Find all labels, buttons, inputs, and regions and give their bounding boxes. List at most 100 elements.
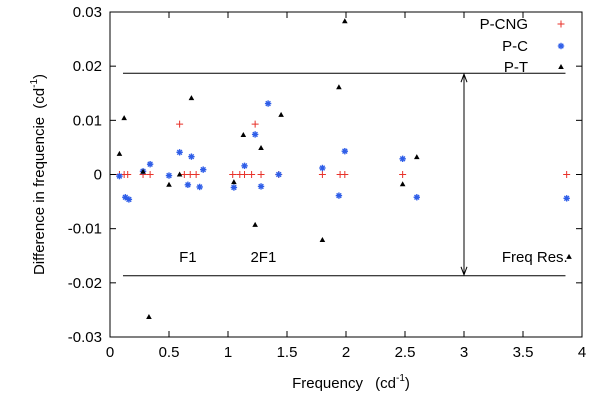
data-point: [248, 171, 256, 178]
data-point: [241, 171, 249, 178]
annotation-label: F1: [179, 249, 197, 266]
series-p-c: [116, 100, 570, 203]
annotations: F1 2F1 Freq Res.: [179, 249, 568, 266]
data-point: [196, 183, 203, 191]
data-point: [413, 194, 420, 201]
y-axis-unit: cd: [31, 88, 48, 104]
data-point: [176, 171, 183, 177]
x-tick-label: 4: [578, 344, 586, 361]
data-point: [200, 166, 207, 173]
x-axis-unit-exponent: -1: [396, 373, 405, 384]
data-point: [240, 131, 247, 137]
data-point: [146, 313, 152, 319]
data-point: [121, 115, 127, 121]
y-tick-label: -0.01: [68, 221, 102, 238]
y-tick-label: -0.03: [68, 329, 102, 346]
data-point: [563, 195, 570, 202]
x-tick-label: 0: [106, 344, 114, 361]
data-point: [188, 153, 195, 160]
annotation-label: Freq Res.: [502, 249, 568, 266]
y-tick-label: -0.02: [68, 275, 102, 292]
y-tick-label: 0.01: [73, 112, 102, 129]
data-point: [399, 155, 406, 162]
legend-item: P-T: [504, 59, 564, 76]
data-point: [258, 144, 264, 150]
data-point: [342, 18, 348, 24]
y-axis-ticks: -0.03 -0.02 -0.01 0 0.01 0.02 0.03: [68, 4, 582, 346]
x-tick-label: 3: [460, 344, 468, 361]
x-tick-label: 1: [224, 344, 232, 361]
data-point: [188, 95, 195, 101]
data-point: [336, 84, 342, 90]
data-point: [116, 150, 123, 156]
legend-marker: [558, 64, 564, 69]
data-point: [318, 171, 326, 178]
x-axis-unit: cd: [380, 375, 396, 392]
legend-label: P-T: [504, 59, 528, 76]
resolution-arrow-head-top: [460, 72, 468, 83]
data-point: [230, 184, 238, 191]
y-tick-label: 0.03: [73, 4, 102, 21]
data-point: [257, 171, 265, 178]
data-point: [192, 171, 200, 178]
data-point: [257, 183, 265, 190]
legend-marker: [557, 42, 565, 50]
y-axis-unit-exponent: -1: [29, 79, 40, 88]
x-tick-label: 2.5: [395, 344, 416, 361]
data-point: [184, 181, 192, 188]
data-point: [278, 111, 284, 117]
data-point: [241, 162, 248, 170]
data-point: [146, 171, 154, 178]
resolution-arrow-head-bottom: [460, 266, 468, 277]
x-tick-label: 3.5: [513, 344, 534, 361]
data-point: [251, 131, 259, 138]
data-point: [229, 171, 237, 178]
reference-lines: [122, 72, 566, 277]
legend-label: P-CNG: [480, 16, 528, 33]
data-point: [335, 192, 343, 199]
data-point: [264, 100, 272, 107]
data-point: [231, 179, 237, 185]
data-point: [176, 149, 183, 156]
data-point: [146, 161, 154, 168]
y-tick-label: 0.02: [73, 58, 102, 75]
series-p-t: [116, 18, 572, 319]
y-axis-label-text: Difference in frequencie: [31, 117, 48, 275]
x-axis-label-text: Frequency: [292, 375, 363, 392]
x-tick-label: 0.5: [159, 344, 180, 361]
data-point: [319, 164, 326, 172]
y-tick-label: 0: [94, 167, 102, 184]
legend-label: P-C: [502, 38, 528, 55]
legend-item: P-C: [502, 38, 565, 55]
x-axis-label: Frequency (cd-1): [292, 373, 410, 392]
y-axis-label: Difference in frequencie (cd-1): [29, 74, 48, 275]
data-point: [125, 196, 133, 203]
data-point: [566, 253, 572, 259]
legend: P-CNG P-C P-T: [480, 16, 565, 76]
data-point: [341, 171, 349, 178]
data-point: [414, 154, 420, 160]
legend-marker: [557, 20, 565, 28]
data-point: [176, 120, 184, 128]
data-point: [124, 171, 132, 178]
data-point: [319, 237, 326, 243]
data-point: [275, 171, 282, 178]
annotation-label: 2F1: [250, 249, 276, 266]
legend-item: P-CNG: [480, 16, 565, 33]
data-point: [252, 221, 258, 227]
data-point: [399, 171, 407, 178]
x-tick-label: 2: [342, 344, 350, 361]
data-point: [563, 171, 571, 178]
data-point: [165, 172, 173, 179]
data-point: [341, 148, 349, 155]
data-point: [116, 172, 123, 180]
data-point: [399, 181, 406, 187]
data-point: [180, 171, 188, 178]
x-axis-ticks: 0 0.5 1 1.5 2 2.5 3 3.5 4: [106, 12, 586, 361]
data-point: [166, 181, 172, 187]
data-points: [115, 18, 572, 319]
data-point: [251, 120, 259, 128]
data-point: [186, 171, 194, 178]
data-point: [140, 168, 146, 174]
